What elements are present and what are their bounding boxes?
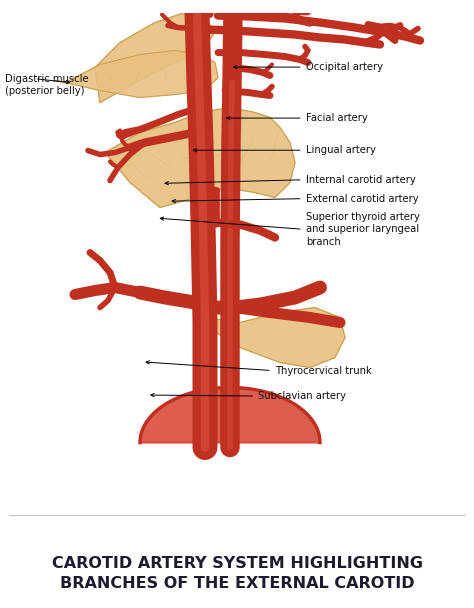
Text: Subclavian artery: Subclavian artery — [258, 391, 346, 401]
Text: Internal carotid artery: Internal carotid artery — [306, 175, 416, 185]
Text: Occipital artery: Occipital artery — [306, 62, 383, 72]
Polygon shape — [140, 387, 320, 443]
Text: Thyrocervical trunk: Thyrocervical trunk — [275, 365, 372, 376]
Text: Digastric muscle
(posterior belly): Digastric muscle (posterior belly) — [5, 74, 88, 96]
Polygon shape — [95, 13, 215, 103]
Text: External carotid artery: External carotid artery — [306, 194, 419, 204]
Text: CAROTID ARTERY SYSTEM HIGHLIGHTING
BRANCHES OF THE EXTERNAL CAROTID: CAROTID ARTERY SYSTEM HIGHLIGHTING BRANC… — [52, 556, 422, 590]
Text: Superior thyroid artery
and superior laryngeal
branch: Superior thyroid artery and superior lar… — [306, 212, 419, 247]
Ellipse shape — [210, 187, 219, 193]
Text: Facial artery: Facial artery — [306, 113, 367, 123]
Polygon shape — [195, 308, 345, 367]
Polygon shape — [55, 50, 218, 97]
Text: Lingual artery: Lingual artery — [306, 145, 375, 155]
Polygon shape — [105, 108, 295, 207]
